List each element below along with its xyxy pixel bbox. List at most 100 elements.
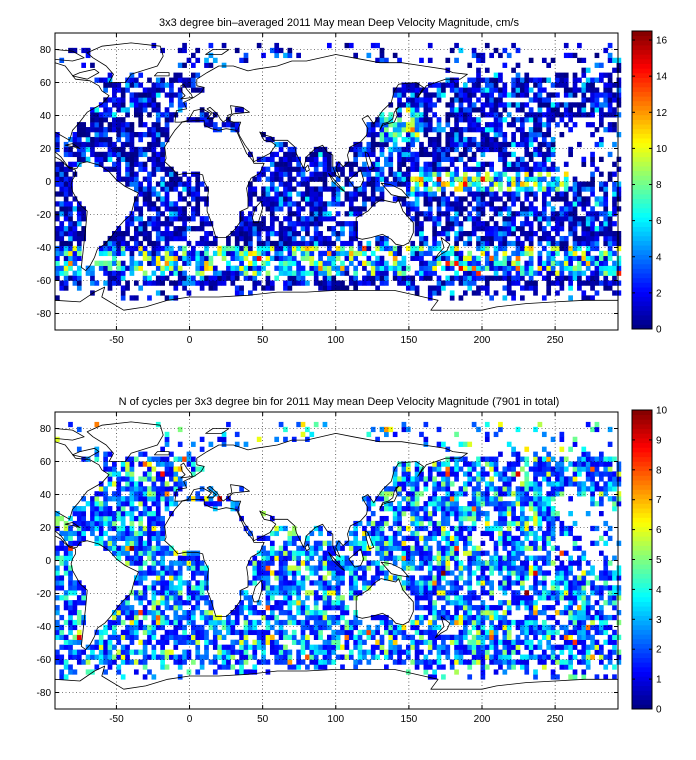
bin-cell [480,250,486,257]
bin-cell [239,260,244,266]
bin-cell [506,610,512,616]
bin-cell [112,161,117,167]
bin-cell [344,629,350,636]
bin-cell [410,92,416,98]
bin-cell [133,97,139,103]
bin-cell [493,235,499,242]
bin-cell [261,132,266,138]
bin-cell [291,146,297,153]
bin-cell [155,245,161,252]
bin-cell [550,151,556,158]
bin-cell [590,580,595,586]
bin-cell [493,87,499,93]
bin-cell [375,156,380,162]
bin-cell [195,57,201,63]
bin-cell [484,112,490,118]
bin-cell [269,176,275,182]
bin-cell [59,231,65,237]
bin-cell [528,97,534,103]
bin-cell [388,575,394,581]
bin-cell [612,644,617,650]
bin-cell [72,206,78,212]
bin-cell [502,295,508,301]
bin-cell [612,290,617,296]
bin-cell [546,112,552,118]
bin-cell [577,141,582,148]
bin-cell [559,112,565,118]
bin-cell [318,664,323,670]
bin-cell [458,614,464,621]
bin-cell [598,590,604,596]
bin-cell [546,132,552,138]
bin-cell [142,595,148,601]
bin-cell [392,141,398,148]
bin-cell [133,77,139,83]
bin-cell [484,255,490,261]
bin-cell [169,590,174,596]
bin-cell [120,649,126,655]
bin-cell [344,211,350,217]
bin-cell [322,619,328,626]
bin-cell [590,280,595,286]
bin-cell [401,275,407,281]
bin-cell [379,260,385,266]
bin-cell [375,161,380,167]
bin-cell [410,644,416,650]
bin-cell [177,87,183,93]
bin-cell [287,161,293,167]
bin-cell [155,151,161,158]
bin-cell [397,644,402,650]
bin-cell [362,575,367,581]
bin-cell [326,151,332,158]
bin-cell [432,226,437,232]
bin-cell [155,654,161,660]
bin-cell [300,245,306,252]
bin-cell [590,171,595,177]
bin-cell [537,654,543,660]
bin-cell [55,226,60,232]
bin-cell [199,226,205,232]
bin-cell [103,654,108,660]
bin-cell [397,275,402,281]
bin-cell [410,240,416,247]
bin-cell [147,260,152,266]
bin-cell [419,255,424,261]
bin-cell [291,240,297,247]
bin-cell [581,575,587,581]
bin-cell [59,176,65,182]
bin-cell [454,92,459,98]
bin-cell [397,659,402,665]
bin-cell [147,610,152,616]
bin-cell [55,166,60,172]
bin-cell [414,270,420,276]
bin-cell [72,639,78,645]
bin-cell [612,590,617,596]
bin-cell [348,590,354,596]
bin-cell [419,245,424,252]
bin-cell [568,146,573,153]
bin-cell [81,132,87,138]
bin-cell [585,595,591,601]
bin-cell [59,575,65,581]
bin-cell [326,270,332,276]
bin-cell [533,590,538,596]
bin-cell [515,127,521,133]
bin-cell [344,619,350,626]
bin-cell [476,659,481,665]
velocity-coastlines [54,42,619,331]
bin-cell [169,92,174,98]
bin-cell [462,270,468,276]
bin-cell [239,265,244,271]
bin-cell [541,595,547,601]
bin-cell [169,619,174,626]
bin-cell [243,57,249,63]
bin-cell [274,151,280,158]
bin-cell [68,136,73,143]
bin-cell [598,196,604,202]
bin-cell [191,634,196,640]
bin-cell [120,295,126,301]
bin-cell [432,231,437,237]
bin-cell [265,595,271,601]
bin-cell [217,280,223,286]
bin-cell [204,639,209,645]
